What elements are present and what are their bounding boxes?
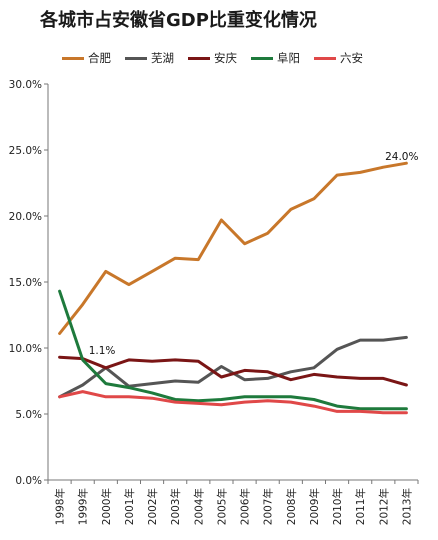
legend-swatch-4 — [314, 56, 336, 60]
x-tick-label: 1998年 — [54, 488, 67, 525]
legend-swatch-0 — [62, 56, 84, 60]
y-tick-label: 30.0% — [9, 79, 42, 91]
axes: 0.0% 5.0% 10.0% 15.0% 20.0% 25.0% 30.0% 1998年 19… — [9, 79, 419, 525]
legend-item-3: 阜阳 — [251, 50, 300, 66]
x-tick-label: 2008年 — [285, 488, 298, 525]
data-label: 24.0% — [385, 151, 418, 163]
legend-item-0: 合肥 — [62, 50, 111, 66]
x-tick-label: 2009年 — [308, 488, 321, 525]
data-label: 1.1% — [89, 345, 116, 357]
x-tick-label: 2010年 — [331, 488, 344, 525]
legend-item-4: 六安 — [314, 50, 363, 66]
legend-swatch-2 — [188, 56, 210, 60]
x-tick-label: 2011年 — [354, 488, 367, 525]
x-tick-label: 2002年 — [146, 488, 159, 525]
legend-label-4: 六安 — [340, 51, 363, 65]
legend-item-2: 安庆 — [188, 50, 237, 66]
y-tick-label: 0.0% — [15, 475, 42, 487]
legend-swatch-3 — [251, 56, 273, 60]
x-tick-label: 2012年 — [377, 488, 390, 525]
x-tick-label: 2001年 — [123, 488, 136, 525]
legend-label-2: 安庆 — [214, 51, 237, 65]
x-tick-label: 2006年 — [239, 488, 252, 525]
legend-item-1: 芜湖 — [125, 50, 174, 66]
legend-label-0: 合肥 — [88, 51, 111, 65]
x-tick-label: 2013年 — [400, 488, 413, 525]
series-line-3 — [58, 289, 408, 411]
y-tick-label: 10.0% — [9, 343, 42, 355]
y-tick-label: 25.0% — [9, 145, 42, 157]
x-tick-label: 2003年 — [169, 488, 182, 525]
x-tick-label: 2004年 — [192, 488, 205, 525]
x-tick-label: 2005年 — [215, 488, 228, 525]
series-line-0 — [58, 161, 408, 335]
legend-label-3: 阜阳 — [277, 51, 300, 65]
chart-title: 各城市占安徽省GDP比重变化情况 — [40, 10, 317, 31]
series-line-2 — [58, 355, 408, 387]
legend-label-1: 芜湖 — [151, 51, 174, 65]
legend-swatch-1 — [125, 56, 147, 60]
labels-layer: 24.0% 1.1% — [89, 151, 419, 357]
y-tick-label: 20.0% — [9, 211, 42, 223]
x-tick-label: 1999年 — [77, 488, 90, 525]
y-tick-label: 15.0% — [9, 277, 42, 289]
x-tick-label: 2000年 — [100, 488, 113, 525]
series-line-4 — [58, 390, 408, 415]
y-tick-label: 5.0% — [15, 409, 42, 421]
series-layer — [58, 161, 408, 415]
legend: 合肥 芜湖 安庆 阜阳 六安 — [62, 50, 377, 66]
x-tick-label: 2007年 — [262, 488, 275, 525]
